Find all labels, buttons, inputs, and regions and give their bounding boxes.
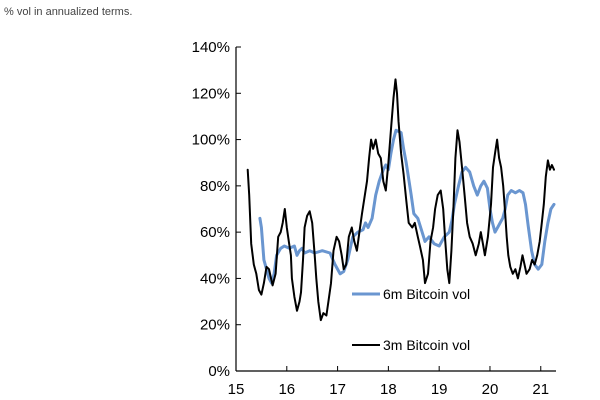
x-tick-label: 18 [380,381,397,398]
chart-axes [235,46,556,372]
x-axis-tick-labels: 15 16 17 18 19 20 21 [228,381,549,398]
series-line-3m [246,78,555,322]
x-tick-label: 20 [482,381,499,398]
y-axis-tick-labels: 0% 20% 40% 60% 80% 100% 120% 140% [192,39,230,380]
x-tick-label: 16 [278,381,295,398]
chart-subtitle: % vol in annualized terms. [4,6,133,18]
series-lines [246,78,556,322]
y-tick-label: 60% [200,224,230,241]
y-tick-label: 80% [200,178,230,195]
x-tick-label: 19 [431,381,448,398]
x-tick-label: 21 [532,381,549,398]
legend-label-6m: 6m Bitcoin vol [383,286,470,302]
legend: 6m Bitcoin vol 3m Bitcoin vol [352,286,470,353]
y-tick-label: 140% [192,39,230,56]
y-tick-label: 20% [200,317,230,334]
y-tick-label: 0% [208,363,230,380]
series-line-6m [258,128,556,285]
x-tick-label: 17 [329,381,346,398]
y-tick-label: 40% [200,270,230,287]
legend-label-3m: 3m Bitcoin vol [383,337,470,353]
y-tick-label: 120% [192,85,230,102]
y-tick-label: 100% [192,132,230,149]
x-tick-label: 15 [228,381,245,398]
